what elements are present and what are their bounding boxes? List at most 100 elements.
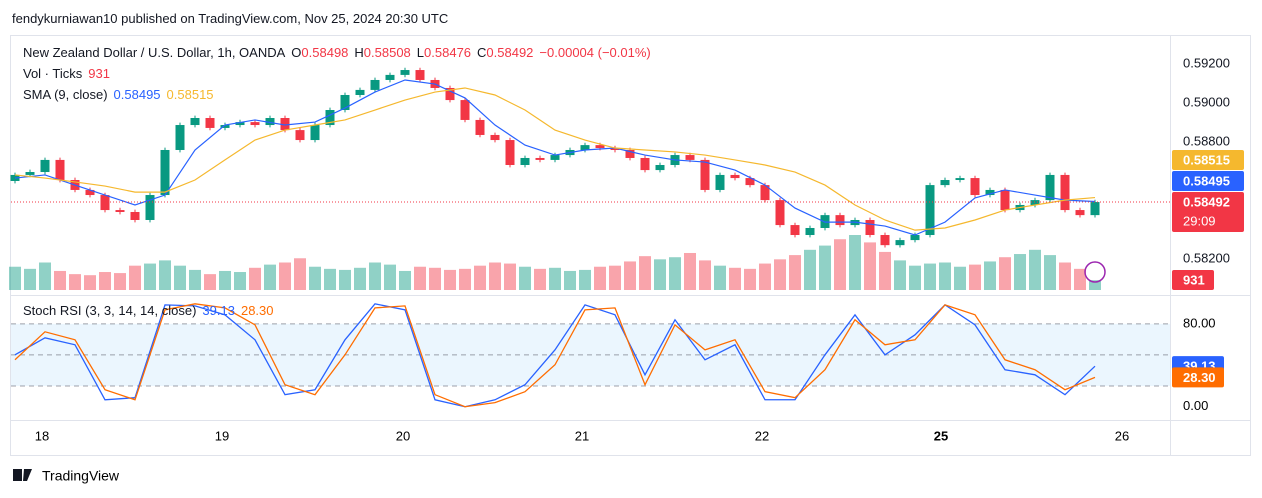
candle-body — [880, 235, 890, 246]
candle-body — [745, 178, 755, 186]
volume-bar — [69, 274, 81, 290]
volume-bar — [144, 263, 156, 290]
volume-bar — [729, 267, 741, 290]
candle-body — [760, 185, 770, 201]
ohlc: O0.58498 H0.58508 L0.58476 C0.58492 — [291, 45, 533, 60]
volume-badge-bg — [1172, 270, 1214, 290]
ohlc-item: L0.58476 — [417, 45, 471, 60]
ohlc-value: 0.58492 — [486, 45, 534, 60]
volume-bar — [609, 265, 621, 290]
volume-bar — [489, 262, 501, 290]
candle-body — [250, 122, 260, 126]
volume-bar — [819, 245, 831, 290]
candle-body — [1090, 202, 1100, 216]
sma-slow-badge-bg — [1172, 150, 1244, 171]
symbol: New Zealand Dollar / U.S. Dollar, 1h, OA… — [23, 45, 286, 60]
volume-bar — [459, 268, 471, 290]
candle-body — [700, 159, 710, 190]
candle-body — [865, 219, 875, 236]
volume-bar — [444, 269, 456, 290]
candle-body — [580, 145, 590, 150]
candle-body — [940, 180, 950, 186]
ohlc-label: H — [354, 45, 364, 60]
x-tick-label: 19 — [215, 428, 229, 443]
volume-bar — [99, 272, 111, 290]
candle-body — [325, 110, 335, 126]
candle-body — [415, 70, 425, 80]
candle-body — [805, 227, 815, 236]
candle-body — [175, 125, 185, 150]
stoch-badge: 28.30 — [1183, 370, 1216, 385]
sma-fast-badge-bg — [1172, 171, 1244, 192]
candle-body — [955, 178, 965, 181]
candle-body — [985, 189, 995, 196]
candle-body — [40, 159, 50, 173]
volume-bar — [804, 249, 816, 290]
volume-bar — [399, 270, 411, 290]
candle-body — [370, 79, 380, 90]
x-tick-label: 22 — [755, 428, 769, 443]
ohlc-label: O — [291, 45, 302, 60]
candle-body — [535, 157, 545, 160]
volume-bar — [924, 263, 936, 290]
candle-body — [685, 155, 695, 160]
volume-bar — [39, 262, 51, 290]
countdown: 29:09 — [1183, 213, 1216, 228]
candle-body — [595, 145, 605, 149]
candle-body — [85, 189, 95, 196]
candle-body — [25, 172, 35, 175]
ohlc-value: 0.58498 — [301, 45, 349, 60]
candle-body — [790, 225, 800, 236]
publisher: fendykurniawan10 published on TradingVie… — [12, 11, 449, 26]
ohlc-value: 0.58508 — [363, 45, 411, 60]
ohlc-label: L — [416, 45, 425, 60]
candle-body — [340, 94, 350, 111]
candle-body — [460, 100, 470, 120]
candle-body — [55, 159, 65, 181]
candle-body — [445, 87, 455, 101]
sma-slow-badge: 0.58515 — [1183, 152, 1230, 167]
volume-bar — [189, 269, 201, 290]
candle-body — [550, 155, 560, 160]
sma-name: SMA (9, close) — [23, 87, 108, 102]
volume-bar — [1029, 249, 1041, 290]
volume-last: 931 — [88, 66, 110, 81]
candle-body — [265, 118, 275, 126]
stoch-k-last: 39.13 — [202, 303, 235, 318]
sma-fast-badge: 0.58495 — [1183, 173, 1230, 188]
volume-bar — [249, 267, 261, 290]
volume-bar — [474, 265, 486, 290]
ohlc-label: C — [477, 45, 487, 60]
volume-bar — [339, 269, 351, 290]
volume-bar — [954, 266, 966, 290]
y-tick-label: 0.59200 — [1183, 55, 1230, 70]
volume-bar — [894, 260, 906, 290]
volume-bar — [219, 270, 231, 290]
volume-bar — [669, 257, 681, 290]
legend-main: New Zealand Dollar / U.S. Dollar, 1h, OA… — [23, 45, 651, 60]
volume-bar — [204, 274, 216, 290]
ohlc-value: 0.58476 — [424, 45, 472, 60]
volume-bar — [384, 264, 396, 290]
legend-stoch: Stoch RSI (3, 3, 14, 14, close) 39.13 28… — [23, 303, 274, 318]
panel-border — [10, 35, 1251, 456]
volume-bar — [234, 272, 246, 290]
volume-bar — [159, 260, 171, 290]
volume-bar — [939, 262, 951, 290]
volume-bar — [294, 258, 306, 290]
volume-bar — [549, 267, 561, 290]
volume-bar — [789, 255, 801, 290]
candle-body — [475, 119, 485, 135]
volume-bar — [969, 264, 981, 290]
y-tick-label: 0.59000 — [1183, 94, 1230, 109]
volume-bar — [504, 263, 516, 290]
legend-sma: SMA (9, close) 0.58495 0.58515 — [23, 87, 214, 102]
volume-bar — [114, 273, 126, 290]
volume-bar — [639, 256, 651, 290]
candle-body — [115, 210, 125, 212]
x-tick-label: 26 — [1115, 428, 1129, 443]
volume-bar — [909, 265, 921, 290]
price-badge-bg — [1172, 192, 1244, 233]
candle-body — [1045, 174, 1055, 201]
volume-bar — [519, 266, 531, 290]
